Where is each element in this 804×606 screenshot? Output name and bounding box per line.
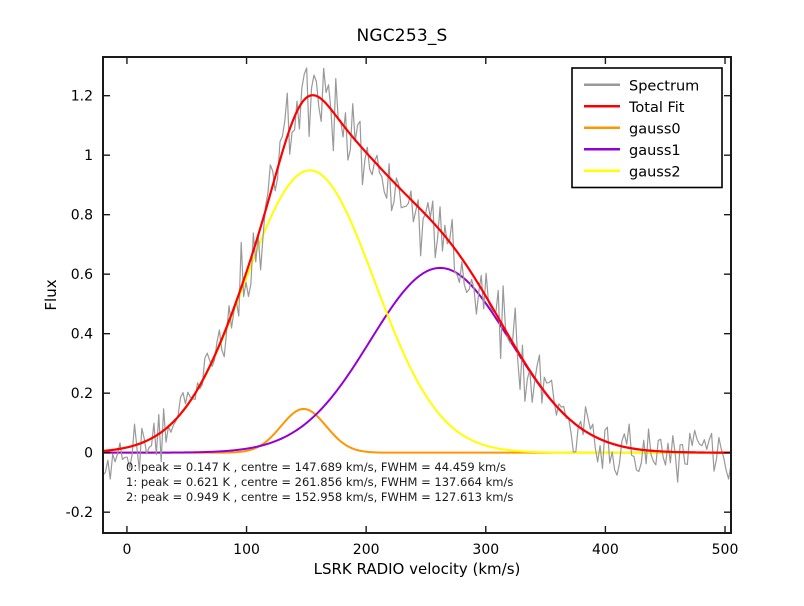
curves-layer bbox=[101, 67, 733, 483]
page-title: NGC253_S bbox=[356, 26, 448, 46]
y-tick-label: 0.6 bbox=[71, 267, 93, 283]
legend-label-gauss1[interactable]: gauss1 bbox=[629, 143, 681, 159]
x-tick-label: 100 bbox=[233, 542, 260, 558]
legend-label-gauss2[interactable]: gauss2 bbox=[629, 164, 681, 180]
x-tick-label: 0 bbox=[122, 542, 131, 558]
fit-annotation-line: 0: peak = 0.147 K , centre = 147.689 km/… bbox=[126, 460, 506, 474]
y-tick-label: 0.2 bbox=[71, 386, 93, 402]
y-tick-label: 1.2 bbox=[71, 89, 93, 105]
legend-label-total-fit[interactable]: Total Fit bbox=[628, 100, 685, 116]
fit-annotation-line: 2: peak = 0.949 K , centre = 152.958 km/… bbox=[126, 490, 513, 504]
y-tick-label: 1 bbox=[84, 148, 93, 164]
fit-annotation-line: 1: peak = 0.621 K , centre = 261.856 km/… bbox=[126, 475, 513, 489]
x-tick-label: 300 bbox=[472, 542, 499, 558]
legend-label-gauss0[interactable]: gauss0 bbox=[629, 121, 681, 137]
axes-frame bbox=[102, 56, 732, 534]
x-tick-label: 400 bbox=[592, 542, 619, 558]
x-tick-label: 500 bbox=[712, 542, 739, 558]
y-tick-label: -0.2 bbox=[66, 505, 93, 521]
curve-total-fit bbox=[101, 94, 733, 454]
x-tick-label: 200 bbox=[353, 542, 380, 558]
legend-label-spectrum[interactable]: Spectrum bbox=[629, 78, 699, 94]
y-tick-label: 0.4 bbox=[71, 327, 93, 343]
x-axis-label: LSRK RADIO velocity (km/s) bbox=[313, 560, 521, 578]
axis-ticks bbox=[103, 57, 731, 533]
fit-parameter-annotations: 0: peak = 0.147 K , centre = 147.689 km/… bbox=[126, 460, 513, 504]
y-tick-label: 0.8 bbox=[71, 208, 93, 224]
legend[interactable]: Spectrum Total Fit gauss0 gauss1 gauss2 bbox=[571, 67, 723, 189]
axis-tick-labels: 0 100 200 300 400 500 -0.2 0 0.2 0.4 0.6 0.8 1 1.2 bbox=[66, 89, 739, 558]
y-tick-label: 0 bbox=[84, 446, 93, 462]
y-axis-label: Flux bbox=[42, 279, 60, 311]
